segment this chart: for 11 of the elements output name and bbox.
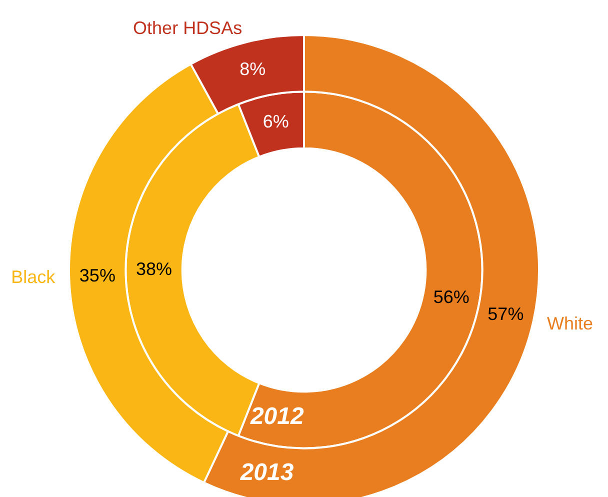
data-label: 35%	[79, 265, 116, 286]
data-label: 6%	[262, 112, 289, 132]
slice-label: Other HDSAs	[133, 18, 242, 38]
data-label: 8%	[240, 58, 266, 79]
slice-label: White	[547, 313, 594, 334]
data-label: 38%	[136, 258, 172, 279]
data-label: 56%	[433, 287, 470, 308]
slice-label: 2012	[249, 403, 304, 430]
data-label: 57%	[488, 304, 524, 324]
slice-label: 2013	[239, 458, 294, 486]
slice-label: Black	[11, 266, 56, 287]
